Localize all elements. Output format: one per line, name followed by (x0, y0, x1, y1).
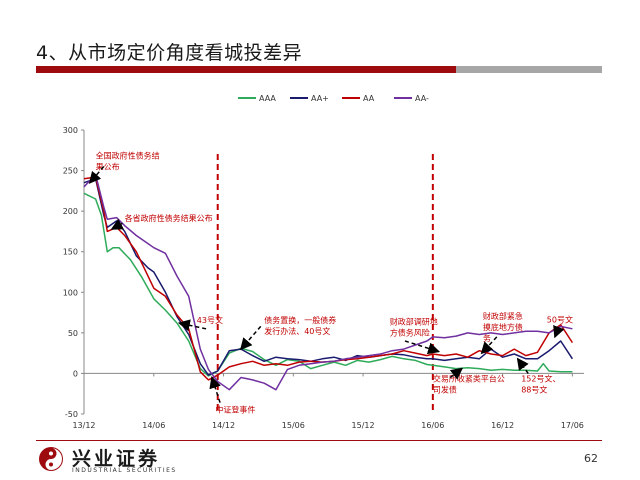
series-line-aa-minus (83, 173, 573, 391)
x-tick-label: 13/12 (72, 421, 95, 430)
legend-label: AA (363, 94, 375, 103)
x-tick-label: 16/06 (421, 421, 444, 430)
annotation-label: 全国政府性债务结果公布 (96, 150, 160, 171)
annotation-label: 各省政府性债务结果公布 (125, 213, 213, 223)
annotation-label: 43号文 (197, 315, 223, 325)
bond-spread-chart: -50 0 50 100 150 200 250 300 13/12 14/06 14/12 15/0… (63, 94, 584, 430)
annotation-arrow (480, 336, 498, 355)
y-tick-label: 0 (73, 369, 78, 378)
legend-label: AA+ (311, 94, 329, 103)
chart-legend: AAA AA+ AA AA- (238, 94, 429, 103)
brand-name: 兴业证券 (72, 448, 161, 470)
x-tick-label: 14/06 (142, 421, 165, 430)
series-line-aaa (83, 192, 573, 377)
footer-rule (36, 440, 602, 441)
annotation-arrow (209, 376, 221, 403)
y-tick-label: 100 (63, 288, 78, 297)
annotation-label: 财政部调研地方债务风险 (390, 317, 438, 338)
annotation-label: 财政部紧急摸底地方债务 (483, 311, 523, 343)
page-number: 62 (584, 452, 598, 465)
y-tick-label: 300 (63, 126, 78, 135)
x-tick-label: 15/12 (352, 421, 375, 430)
annotation-arrow (404, 340, 441, 355)
annotation-label: 152号文、 88号文 (521, 374, 560, 395)
annotation-arrow (177, 319, 207, 332)
title-rule-accent (36, 66, 456, 73)
y-tick-label: 50 (68, 329, 78, 338)
legend-label: AA- (415, 94, 429, 103)
legend-label: AAA (259, 94, 276, 103)
annotation-label: 中证登事件 (215, 404, 255, 414)
y-tick-label: 250 (63, 167, 78, 176)
x-tick-label: 15/06 (282, 421, 305, 430)
x-tick-label: 16/12 (491, 421, 514, 430)
y-tick-label: 200 (63, 207, 78, 216)
annotation-arrow (516, 357, 529, 374)
annotation-label: 交易所收紧类平台公司发债 (433, 374, 505, 395)
annotation-arrow (239, 325, 262, 351)
series-line-aa-minusplus (83, 177, 574, 376)
brand-subtitle: INDUSTRIAL SECURITIES (72, 467, 177, 474)
annotation-arrow (88, 166, 105, 184)
annotation-arrow (449, 367, 464, 380)
y-tick-label: 150 (63, 248, 78, 257)
company-logo-icon (39, 447, 63, 471)
y-tick-label: -50 (65, 410, 78, 419)
x-tick-label: 17/06 (561, 421, 584, 430)
annotation-label: 50号文 (547, 314, 573, 324)
annotation-arrow (110, 218, 124, 230)
annotation-arrow (553, 324, 565, 339)
slide-title: 4、从市场定价角度看城投差异 (36, 42, 303, 64)
x-tick-label: 14/12 (212, 421, 235, 430)
annotation-label: 债务置换，一般债券发行办法、40号文 (264, 315, 336, 336)
